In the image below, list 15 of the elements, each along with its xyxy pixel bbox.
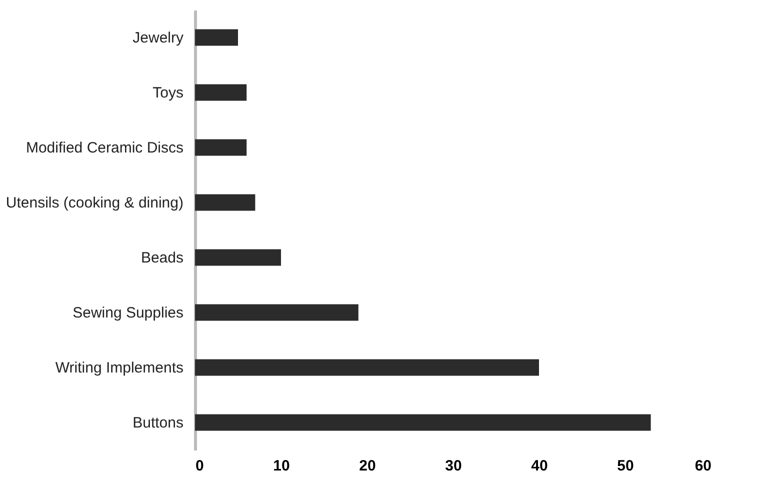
x-tick-label: 40 — [531, 458, 548, 474]
x-tick-label: 60 — [694, 458, 712, 474]
y-tick-label: Utensils (cooking & dining) — [6, 194, 184, 212]
y-tick-label: Writing Implements — [55, 360, 184, 376]
x-tick-label: 30 — [445, 458, 462, 474]
y-tick-label: Sewing Supplies — [72, 304, 184, 322]
x-tick-label: 10 — [273, 458, 290, 474]
x-tick-label: 20 — [359, 458, 376, 474]
y-tick-label: Modified Ceramic Discs — [26, 140, 184, 156]
x-tick-label: 50 — [617, 458, 634, 474]
y-tick-label: Buttons — [132, 414, 184, 432]
y-tick-label: Toys — [152, 84, 184, 102]
y-tick-label: Beads — [140, 250, 184, 266]
x-tick-label: 0 — [196, 458, 204, 474]
y-tick-label: Jewelry — [132, 30, 184, 46]
